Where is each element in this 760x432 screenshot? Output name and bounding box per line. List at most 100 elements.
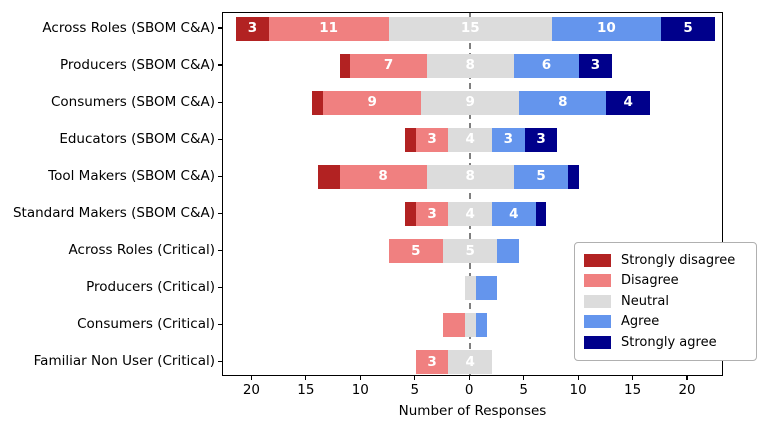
x-tick-mark (686, 376, 688, 380)
y-tick-mark (218, 286, 222, 288)
bar-segment-strongly-agree: 3 (524, 128, 558, 153)
bar-value-label: 8 (465, 57, 475, 74)
bar-value-label: 7 (383, 57, 394, 74)
y-axis-labels: Across Roles (SBOM C&A) Producers (SBOM C… (0, 0, 215, 432)
x-tick-label: 20 (242, 382, 260, 398)
x-tick-mark (305, 376, 307, 380)
plot-area: 3 11 15 10 5 7 8 6 3 9 9 8 4 3 4 3 3 8 8 5 3 4 4 5 5 3 4 (222, 12, 723, 376)
bar-segment-disagree: 8 (339, 165, 427, 190)
bar-value-label: 4 (623, 94, 633, 111)
bar-segment-agree (475, 276, 498, 301)
y-tick-label: Consumers (SBOM C&A) (50, 94, 215, 111)
bar-segment-agree: 4 (492, 202, 536, 227)
bar-segment-disagree: 3 (415, 202, 449, 227)
x-tick-label: 0 (464, 382, 474, 398)
legend-swatch-strongly-agree (584, 335, 611, 349)
bar-segment-agree: 10 (551, 17, 661, 41)
x-tick-mark (250, 376, 252, 380)
y-tick-label: Producers (SBOM C&A) (59, 57, 215, 74)
bar-segment-disagree: 9 (323, 91, 422, 116)
legend-swatch-neutral (584, 294, 611, 308)
y-tick-label: Across Roles (SBOM C&A) (42, 20, 215, 36)
x-tick-mark (468, 376, 470, 380)
bar-segment-disagree: 11 (268, 17, 389, 41)
bar-segment-neutral: 4 (448, 350, 492, 375)
bar-segment-agree: 6 (513, 54, 580, 79)
x-tick-label: 15 (624, 382, 642, 398)
zero-reference-line (469, 13, 472, 375)
bar-segment-disagree: 3 (415, 350, 449, 375)
y-tick-label: Tool Makers (SBOM C&A) (48, 168, 215, 185)
bar-segment-strongly-disagree (404, 202, 416, 227)
bar-segment-neutral (464, 313, 476, 338)
y-tick-mark (218, 175, 222, 177)
y-tick-label: Producers (Critical) (86, 279, 215, 296)
bar-segment-neutral: 8 (426, 54, 514, 79)
legend-label: Neutral (621, 293, 669, 309)
bar-value-label: 5 (683, 20, 693, 37)
bar-segment-strongly-agree: 5 (660, 17, 716, 41)
y-tick-label: Standard Makers (SBOM C&A) (12, 205, 215, 222)
bar-value-label: 3 (590, 57, 601, 74)
y-tick-mark (218, 249, 222, 251)
x-tick-label: 5 (519, 382, 528, 398)
legend-entry: Neutral (584, 291, 747, 312)
legend-entry: Strongly agree (584, 332, 747, 353)
y-tick-mark (218, 212, 222, 214)
y-tick-mark (218, 360, 222, 363)
bar-value-label: 4 (465, 131, 475, 148)
bar-segment-agree: 3 (492, 128, 525, 153)
x-tick-mark (577, 376, 579, 380)
bar-segment-strongly-agree (535, 202, 547, 227)
bar-value-label: 5 (536, 168, 546, 185)
bar-segment-neutral (464, 276, 476, 301)
bar-segment-disagree: 3 (415, 128, 449, 153)
bar-segment-strongly-disagree (339, 54, 351, 79)
y-tick-label: Educators (SBOM C&A) (59, 131, 215, 148)
bar-segment-neutral: 9 (421, 91, 520, 116)
bar-value-label: 3 (503, 131, 514, 148)
y-tick-label: Across Roles (Critical) (68, 242, 215, 259)
x-tick-label: 5 (410, 382, 420, 398)
bar-value-label: 15 (460, 20, 480, 37)
bar-value-label: 3 (427, 205, 437, 222)
bar-segment-neutral: 15 (388, 17, 552, 41)
y-tick-mark (218, 101, 222, 103)
legend-swatch-strongly-disagree (584, 253, 611, 267)
bar-segment-agree: 5 (513, 165, 569, 190)
bar-value-label: 4 (465, 353, 475, 370)
legend-label: Agree (621, 314, 660, 330)
x-tick-mark (523, 376, 525, 380)
bar-segment-disagree: 7 (350, 54, 427, 79)
bar-value-label: 9 (465, 94, 475, 111)
bar-segment-disagree (443, 313, 465, 338)
bar-value-label: 3 (247, 20, 258, 37)
legend-swatch-disagree (584, 274, 611, 288)
bar-value-label: 5 (411, 242, 421, 259)
bar-segment-agree: 8 (519, 91, 607, 116)
bar-value-label: 6 (541, 57, 552, 74)
bar-value-label: 9 (367, 94, 377, 111)
bar-segment-neutral: 5 (443, 239, 498, 264)
x-tick-label: 15 (297, 382, 315, 398)
bar-value-label: 11 (319, 20, 339, 37)
legend-entry: Agree (584, 312, 747, 333)
legend-entry: Strongly disagree (584, 250, 747, 271)
legend-entry: Disagree (584, 271, 747, 292)
x-tick-label: 20 (678, 382, 696, 398)
bar-segment-agree (475, 313, 487, 338)
bar-segment-strongly-disagree (312, 91, 324, 116)
bar-value-label: 3 (536, 131, 546, 148)
y-tick-label: Familiar Non User (Critical) (33, 353, 215, 370)
bar-value-label: 8 (465, 168, 475, 185)
y-tick-label: Consumers (Critical) (77, 316, 215, 333)
bar-value-label: 8 (558, 94, 568, 111)
bar-value-label: 4 (465, 205, 475, 222)
legend-label: Disagree (621, 273, 679, 289)
bar-segment-strongly-agree: 4 (606, 91, 650, 116)
y-tick-mark (218, 323, 222, 325)
bar-segment-strongly-disagree (404, 128, 416, 153)
bar-segment-strongly-disagree: 3 (236, 17, 269, 41)
bar-segment-agree (497, 239, 520, 264)
